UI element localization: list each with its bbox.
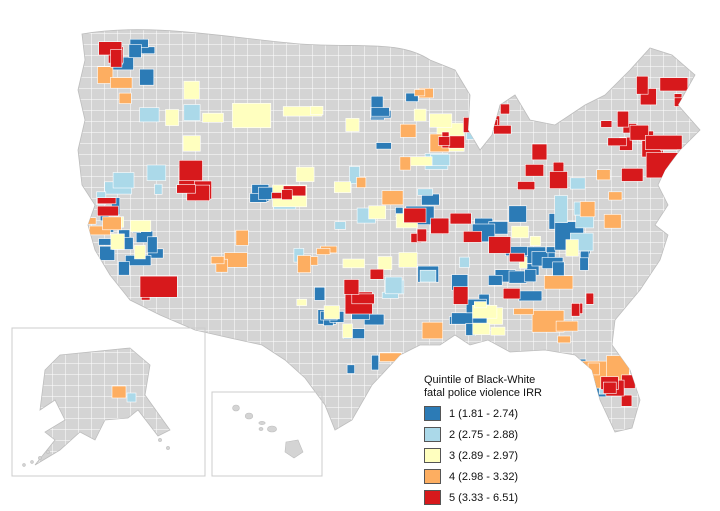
legend-label-quintile-2: 2 (2.75 - 2.88) (449, 428, 519, 441)
hawaii-inset-box (211, 391, 323, 477)
legend-title-line2: fatal police violence IRR (424, 387, 543, 399)
legend-swatch-quintile-4 (424, 469, 441, 484)
legend-item-quintile-1: 1 (1.81 - 2.74) (424, 406, 594, 421)
legend-title-line1: Quintile of Black-White (424, 374, 536, 386)
legend-label-quintile-1: 1 (1.81 - 2.74) (449, 407, 519, 420)
legend: Quintile of Black-White fatal police vio… (424, 374, 594, 511)
hawaii-inset (211, 391, 323, 477)
legend-swatch-quintile-3 (424, 448, 441, 463)
alaska-silhouette (34, 347, 171, 466)
aleutian-islands (22, 438, 170, 467)
legend-item-quintile-2: 2 (2.75 - 2.88) (424, 427, 594, 442)
legend-label-quintile-3: 3 (2.89 - 2.97) (449, 449, 519, 462)
legend-label-quintile-4: 4 (2.98 - 3.32) (449, 470, 519, 483)
legend-swatch-quintile-1 (424, 406, 441, 421)
alaska-inset-box (11, 327, 206, 477)
alaska-patch-layer (111, 385, 137, 403)
legend-item-quintile-4: 4 (2.98 - 3.32) (424, 469, 594, 484)
legend-swatch-quintile-2 (424, 427, 441, 442)
alaska-inset (11, 327, 206, 477)
hawaii-islands (232, 404, 304, 459)
legend-label-quintile-5: 5 (3.33 - 6.51) (449, 491, 519, 504)
legend-item-quintile-5: 5 (3.33 - 6.51) (424, 490, 594, 505)
legend-title: Quintile of Black-White fatal police vio… (424, 374, 594, 400)
legend-item-quintile-3: 3 (2.89 - 2.97) (424, 448, 594, 463)
legend-swatch-quintile-5 (424, 490, 441, 505)
